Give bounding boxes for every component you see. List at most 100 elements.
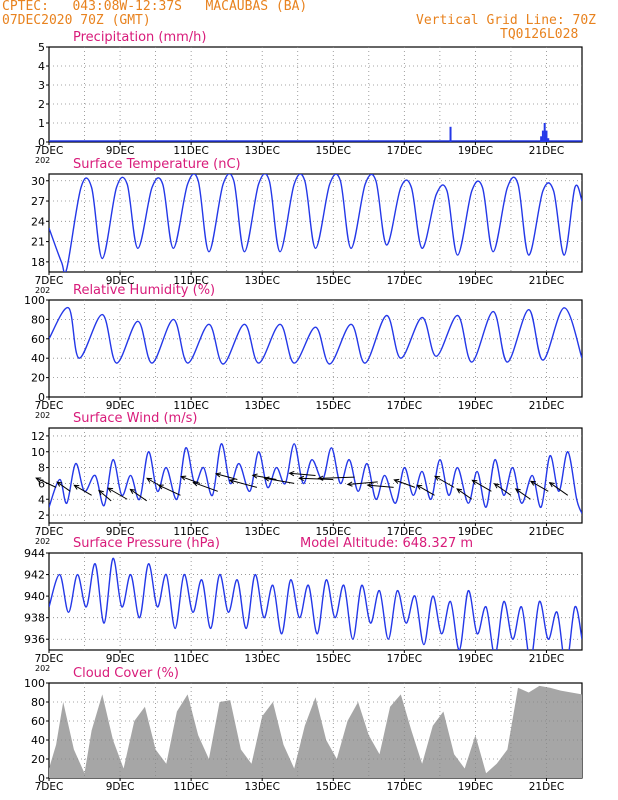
pres-xtick-label: 15DEC (316, 653, 351, 665)
cloud-xtick-label: 17DEC (387, 781, 422, 793)
rh-series-line (49, 307, 582, 365)
wind-xtick-label: 7DEC (35, 526, 64, 538)
wind-arrow (288, 470, 316, 477)
cloud-xtick-label: 21DEC (529, 781, 564, 793)
rh-xtick-label: 9DEC (106, 400, 135, 412)
wind-ytick-label: 8 (38, 462, 45, 475)
wind-ytick-label: 12 (31, 430, 45, 443)
wind-arrow (192, 481, 218, 492)
wind-title: Surface Wind (m/s) (73, 411, 197, 426)
cloud-xtick-label: 15DEC (316, 781, 351, 793)
temp-ytick-label: 18 (31, 256, 45, 269)
rh-xtick-label: 21DEC (529, 400, 564, 412)
wind-arrow (73, 484, 92, 496)
pres-xtick-label: 9DEC (106, 653, 135, 665)
precip-xtick-label: 11DEC (173, 145, 208, 157)
rh-ytick-label: 100 (24, 294, 45, 307)
wind-arrow (98, 489, 112, 502)
cloud-ytick-label: 40 (31, 734, 45, 747)
precip-xtick-label: 19DEC (458, 145, 493, 157)
wind-series-line (49, 443, 582, 514)
rh-ytick-label: 20 (31, 372, 45, 385)
rh-ytick-label: 40 (31, 352, 45, 365)
rh-year-stub: 202 (35, 411, 50, 420)
cloud-xtick-label: 13DEC (244, 781, 279, 793)
wind-ytick-label: 4 (38, 493, 45, 506)
temp-xtick-label: 11DEC (173, 275, 208, 287)
wind-arrow (493, 483, 512, 496)
rh-xtick-label: 19DEC (458, 400, 493, 412)
precip-ytick-label: 3 (38, 79, 45, 92)
temp-panel: 18 21 24 27 30 7DEC 9DEC 11DEC 13DEC 15DEC 17DEC 19… (31, 157, 583, 295)
date-line: 07DEC2020 70Z (GMT) (2, 13, 151, 28)
rh-panel: 0 20 40 60 80 100 7DEC 9DEC 11DEC 13DEC 15DEC 17DEC… (24, 283, 583, 420)
wind-arrow (434, 475, 455, 488)
wind-arrow (251, 473, 277, 480)
wind-arrow (228, 478, 257, 488)
wind-arrow (346, 481, 378, 487)
model-code: TQ0126L028 (500, 27, 579, 42)
precip-year-stub: 202 (35, 156, 50, 165)
cloud-ytick-label: 20 (31, 753, 45, 766)
temp-xtick-label: 17DEC (387, 275, 422, 287)
temp-ytick-label: 27 (31, 195, 45, 208)
wind-panel: 2 4 6 8 10 12 7DEC 9DEC 11DEC 13DEC 15DEC 17DEC 19DE… (31, 411, 583, 546)
precip-bar (449, 126, 452, 142)
rh-frame (48, 299, 583, 398)
wind-ytick-label: 2 (38, 509, 45, 522)
rh-ytick-label: 0 (38, 391, 45, 404)
wind-arrow (214, 472, 238, 480)
temp-ytick-label: 30 (31, 175, 45, 188)
rh-xtick-label: 11DEC (173, 400, 208, 412)
wind-arrow (548, 482, 569, 496)
pres-xtick-label: 13DEC (244, 653, 279, 665)
wind-arrow (514, 488, 531, 500)
wind-arrow (298, 475, 334, 482)
wind-xtick-label: 9DEC (106, 526, 135, 538)
precip-ytick-label: 4 (38, 60, 45, 73)
wind-year-stub: 202 (35, 537, 50, 546)
temp-ytick-label: 21 (31, 236, 45, 249)
wind-arrow (471, 479, 492, 492)
temp-ytick-label: 24 (31, 215, 45, 228)
precip-bar (540, 136, 543, 142)
precip-ytick-label: 1 (38, 117, 45, 130)
wind-xtick-label: 11DEC (173, 526, 208, 538)
wind-ytick-label: 6 (38, 477, 45, 490)
temp-xtick-label: 13DEC (244, 275, 279, 287)
rh-xtick-label: 15DEC (316, 400, 351, 412)
wind-arrow (366, 482, 394, 489)
wind-xtick-label: 19DEC (458, 526, 493, 538)
precip-title: Precipitation (mm/h) (73, 30, 206, 45)
temp-title: Surface Temperature (nC) (73, 157, 241, 172)
pres-panel: 936 938 940 942 944 7DEC 9DEC 11DEC 13DEC 15DEC 17… (24, 536, 583, 673)
wind-arrow (529, 480, 549, 492)
wind-arrow (456, 488, 473, 500)
temp-series-line (49, 174, 582, 272)
pres-ytick-label: 936 (24, 633, 45, 646)
precip-ytick-label: 2 (38, 98, 45, 111)
wind-xtick-label: 13DEC (244, 526, 279, 538)
temp-frame (48, 173, 583, 273)
rh-xtick-label: 17DEC (387, 400, 422, 412)
temp-xtick-label: 15DEC (316, 275, 351, 287)
pres-xtick-label: 19DEC (458, 653, 493, 665)
pres-year-stub: 202 (35, 664, 50, 673)
precip-xtick-label: 7DEC (35, 145, 64, 157)
wind-arrow (393, 478, 416, 488)
pres-ytick-label: 942 (24, 569, 45, 582)
pres-ytick-label: 938 (24, 612, 45, 625)
precip-xtick-label: 9DEC (106, 145, 135, 157)
wind-xtick-label: 15DEC (316, 526, 351, 538)
cloud-title: Cloud Cover (%) (73, 666, 179, 681)
precip-bar (541, 130, 544, 142)
cloud-xtick-label: 7DEC (35, 781, 64, 793)
wind-arrow (317, 475, 355, 481)
precip-panel: 0 1 2 3 4 5 7DEC 9DEC 11DEC 13DEC 15DEC 17DEC 19DEC 2… (35, 30, 583, 165)
wind-arrow (157, 484, 181, 496)
cloud-area (49, 685, 582, 778)
pres-frame (48, 552, 583, 651)
rh-xtick-label: 13DEC (244, 400, 279, 412)
precip-bar (543, 123, 546, 142)
